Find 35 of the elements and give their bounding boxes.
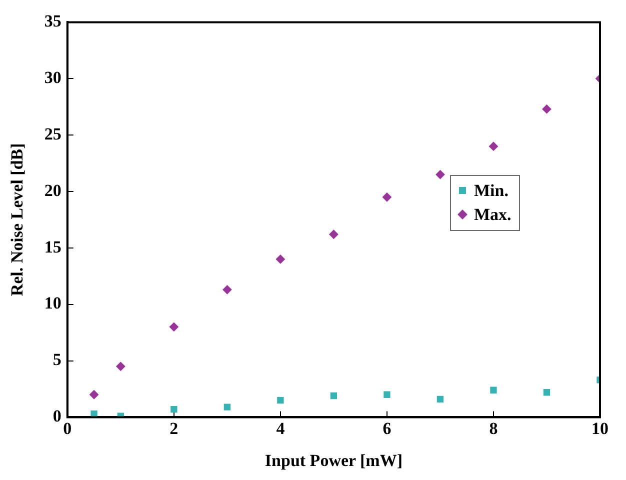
x-tick-label: 2: [170, 418, 178, 438]
point: [543, 389, 550, 396]
x-axis-title: Input Power [mW]: [264, 451, 402, 470]
y-tick-label: 35: [44, 12, 62, 31]
point: [330, 392, 338, 400]
point: [170, 406, 178, 413]
y-tick-label: 30: [44, 68, 62, 88]
y-tick-label: 20: [44, 180, 62, 200]
x-tick-label: 10: [592, 418, 608, 438]
point: [384, 391, 390, 398]
point: [222, 285, 232, 294]
legend-label: Max.: [474, 204, 512, 226]
y-axis-title: Rel. Noise Level [dB]: [8, 143, 27, 296]
y-tick-label: 10: [44, 294, 62, 313]
point: [436, 396, 444, 402]
y-tick-label: 0: [52, 406, 62, 426]
point: [169, 322, 178, 332]
point: [542, 104, 552, 114]
point: [436, 170, 445, 180]
x-tick-label: 4: [276, 418, 286, 438]
point: [329, 230, 338, 239]
point: [490, 386, 497, 394]
point: [224, 404, 231, 410]
point: [382, 192, 392, 202]
point: [116, 362, 126, 371]
legend-label: Min.: [474, 180, 508, 202]
y-tick-label: 15: [44, 237, 62, 256]
point: [277, 396, 284, 404]
point: [90, 390, 99, 400]
point: [276, 254, 285, 264]
y-tick-label: 25: [44, 124, 62, 144]
y-tick-label: 5: [52, 350, 62, 370]
x-tick-label: 6: [382, 418, 392, 438]
point: [488, 142, 498, 151]
x-tick-label: 8: [489, 418, 498, 438]
